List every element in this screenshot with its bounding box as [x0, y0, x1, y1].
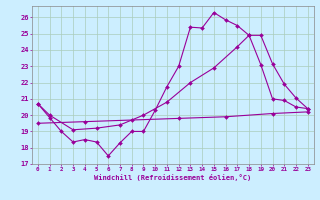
X-axis label: Windchill (Refroidissement éolien,°C): Windchill (Refroidissement éolien,°C): [94, 174, 252, 181]
